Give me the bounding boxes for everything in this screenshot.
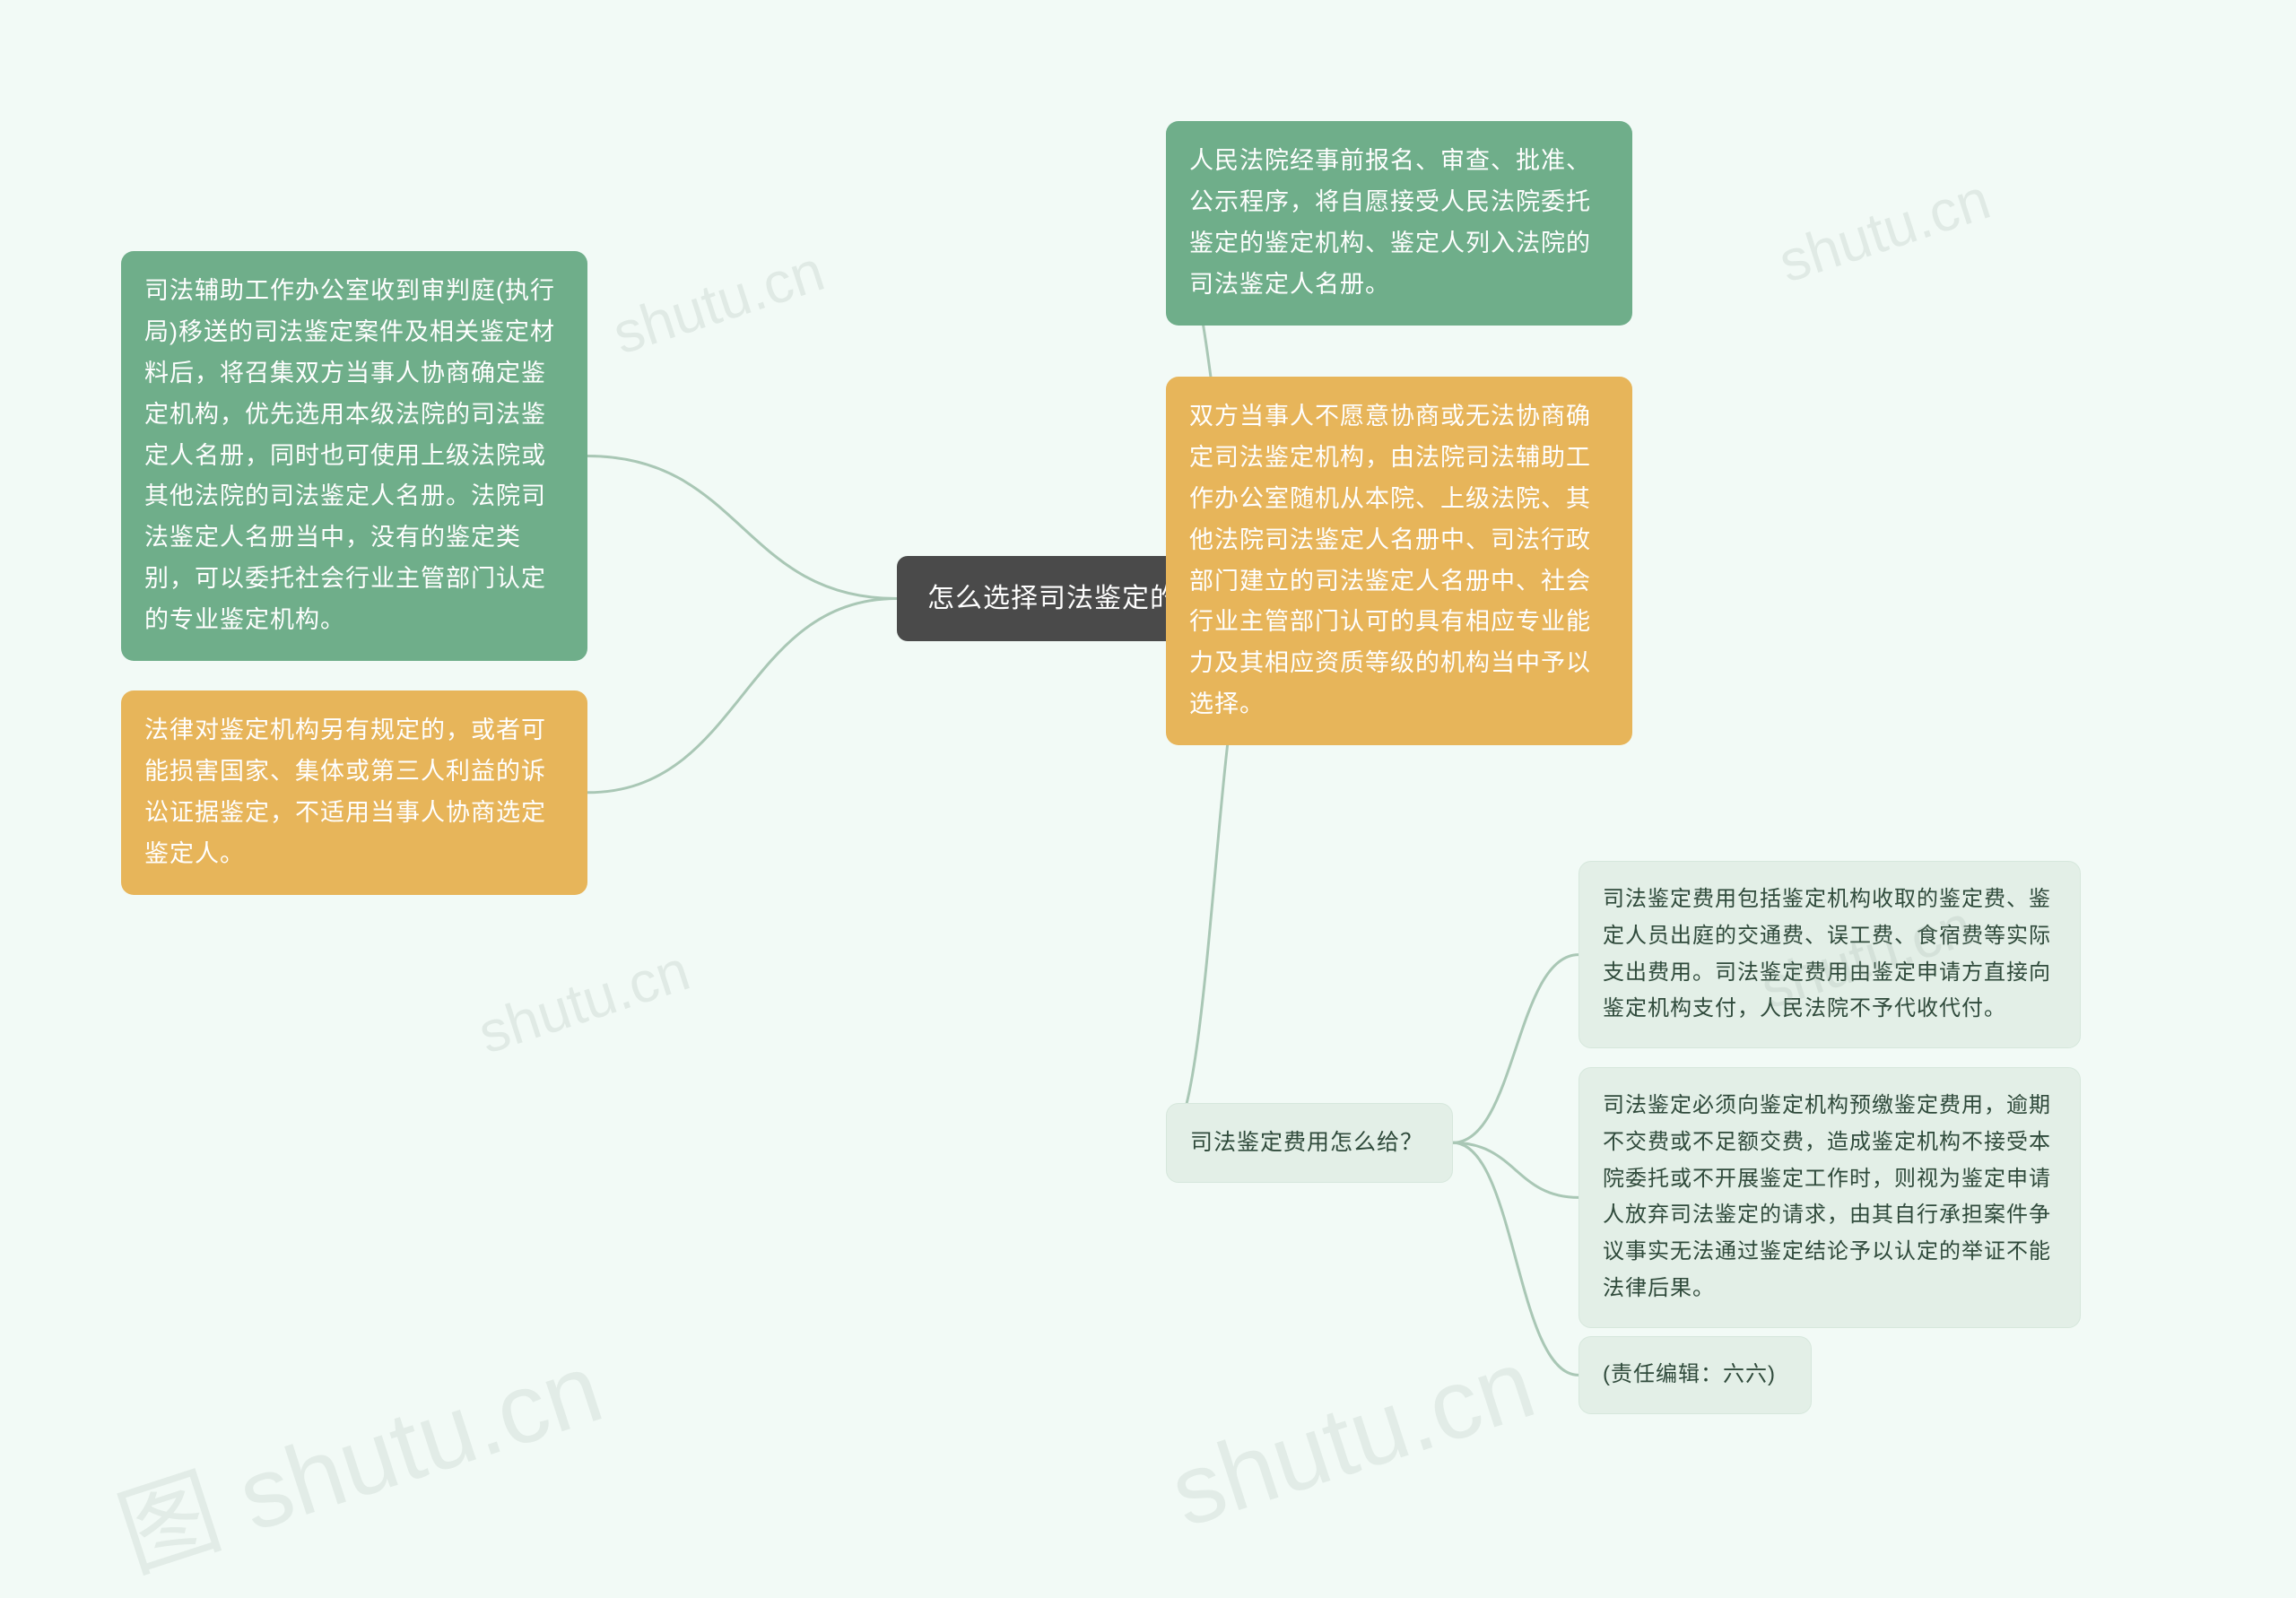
watermark: shutu.cn <box>1158 1326 1548 1550</box>
right-branch-1[interactable]: 人民法院经事前报名、审查、批准、公示程序，将自愿接受人民法院委托鉴定的鉴定机构、… <box>1166 121 1632 326</box>
editor-credit: (责任编辑：六六) <box>1578 1336 1812 1414</box>
watermark: 图 shutu.cn <box>98 1307 617 1598</box>
watermark: shutu.cn <box>604 237 831 367</box>
watermark: shutu.cn <box>470 936 697 1066</box>
fee-detail-2[interactable]: 司法鉴定必须向鉴定机构预缴鉴定费用，逾期不交费或不足额交费，造成鉴定机构不接受本… <box>1578 1067 2081 1328</box>
left-branch-2[interactable]: 法律对鉴定机构另有规定的，或者可能损害国家、集体或第三人利益的诉讼证据鉴定，不适… <box>121 690 587 895</box>
fee-detail-1[interactable]: 司法鉴定费用包括鉴定机构收取的鉴定费、鉴定人员出庭的交通费、误工费、食宿费等实际… <box>1578 861 2081 1048</box>
right-branch-3[interactable]: 司法鉴定费用怎么给？ <box>1166 1103 1453 1183</box>
watermark: shutu.cn <box>1770 165 1997 295</box>
mindmap-canvas: 怎么选择司法鉴定的机构 司法辅助工作办公室收到审判庭(执行局)移送的司法鉴定案件… <box>0 0 2296 1446</box>
right-branch-2[interactable]: 双方当事人不愿意协商或无法协商确定司法鉴定机构，由法院司法辅助工作办公室随机从本… <box>1166 377 1632 745</box>
left-branch-1[interactable]: 司法辅助工作办公室收到审判庭(执行局)移送的司法鉴定案件及相关鉴定材料后，将召集… <box>121 251 587 661</box>
